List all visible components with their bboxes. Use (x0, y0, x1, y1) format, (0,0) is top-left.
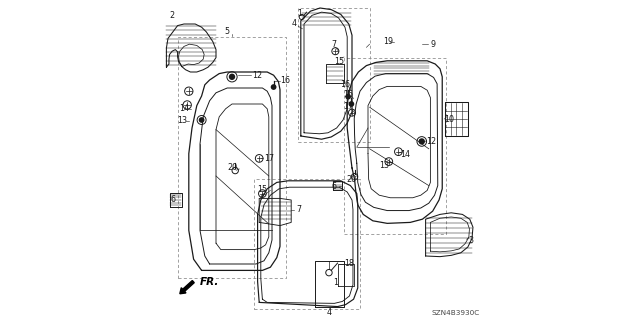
Text: 4: 4 (292, 20, 297, 28)
Text: 5: 5 (225, 28, 230, 36)
Text: 1: 1 (297, 9, 301, 18)
FancyArrow shape (180, 281, 195, 294)
Text: SZN4B3930C: SZN4B3930C (431, 310, 479, 316)
Text: 13: 13 (380, 161, 390, 170)
Text: 14: 14 (179, 104, 189, 113)
Text: 7: 7 (296, 205, 302, 214)
Circle shape (198, 117, 205, 123)
Text: 15: 15 (334, 57, 344, 66)
Text: 2: 2 (170, 11, 175, 20)
Circle shape (271, 84, 276, 90)
Text: 6: 6 (332, 182, 337, 191)
Circle shape (349, 101, 355, 107)
Text: 10: 10 (445, 115, 454, 124)
Text: 12: 12 (253, 71, 262, 80)
Text: 3: 3 (468, 236, 474, 245)
Text: 20: 20 (227, 163, 237, 172)
Text: FR.: FR. (200, 276, 219, 287)
Text: 6: 6 (170, 196, 175, 204)
Text: 20: 20 (346, 175, 356, 184)
Text: 7: 7 (332, 40, 337, 49)
Circle shape (419, 138, 425, 145)
Text: 1: 1 (333, 278, 338, 287)
Text: 16: 16 (340, 80, 350, 89)
Text: 15: 15 (257, 185, 267, 194)
Text: 17: 17 (343, 102, 353, 111)
Text: 14: 14 (400, 150, 410, 159)
Text: 18: 18 (344, 260, 355, 268)
Circle shape (229, 74, 236, 80)
Text: 17: 17 (264, 154, 274, 163)
Text: 9: 9 (430, 40, 435, 49)
Text: 13: 13 (177, 116, 187, 125)
Text: 16: 16 (343, 90, 353, 99)
Text: 4: 4 (327, 308, 332, 317)
Text: 12: 12 (426, 137, 436, 146)
Text: 19: 19 (383, 37, 393, 46)
Text: 16: 16 (280, 76, 291, 85)
Circle shape (346, 94, 351, 100)
